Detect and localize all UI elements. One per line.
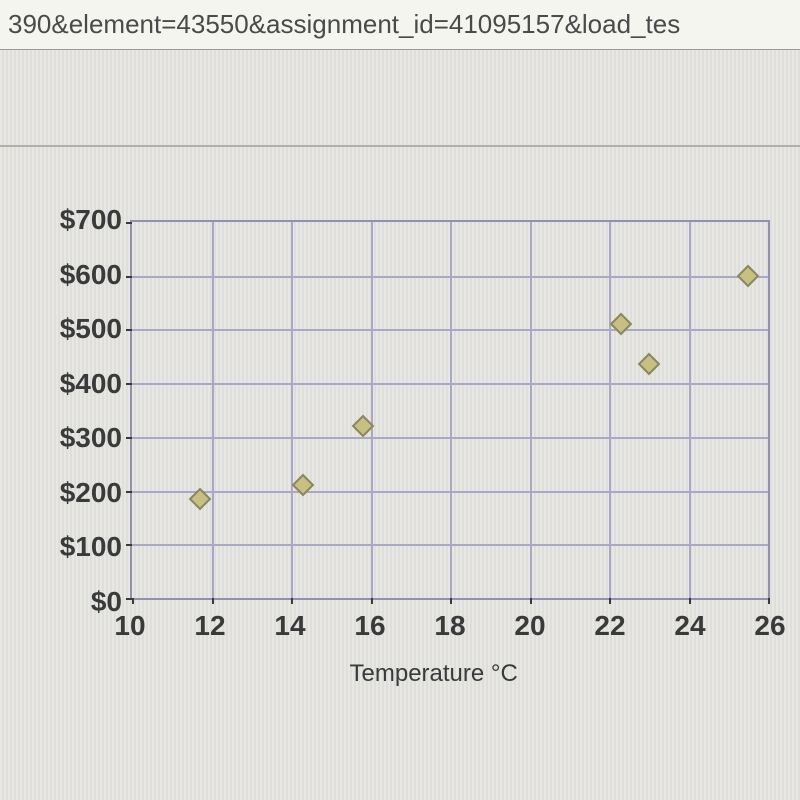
x-tick [450, 598, 452, 604]
x-tick [768, 598, 770, 604]
x-tick [530, 598, 532, 604]
y-tick-label: $600 [60, 259, 122, 291]
y-tick [126, 383, 132, 385]
data-marker [292, 474, 315, 497]
x-tick [609, 598, 611, 604]
y-tick-label: $500 [60, 313, 122, 345]
y-tick [126, 222, 132, 224]
y-tick [126, 276, 132, 278]
x-tick [689, 598, 691, 604]
y-axis-labels: $700 $600 $500 $400 $300 $200 $100 $0 [30, 220, 130, 650]
x-tick [132, 598, 134, 604]
x-tick [212, 598, 214, 604]
gridline-v [450, 222, 452, 598]
x-tick-label: 12 [194, 610, 225, 642]
scatter-chart: $700 $600 $500 $400 $300 $200 $100 $0 [30, 220, 770, 700]
y-tick [126, 544, 132, 546]
y-tick-label: $700 [60, 204, 122, 236]
gridline-v [689, 222, 691, 598]
y-tick [126, 437, 132, 439]
y-tick-label: $200 [60, 477, 122, 509]
x-tick-label: 14 [274, 610, 305, 642]
browser-address-bar[interactable]: 390&element=43550&assignment_id=41095157… [0, 0, 800, 50]
gridline-v [291, 222, 293, 598]
y-tick [126, 329, 132, 331]
data-marker [610, 313, 633, 336]
x-tick-label: 20 [514, 610, 545, 642]
x-tick-label: 16 [354, 610, 385, 642]
page-content: $700 $600 $500 $400 $300 $200 $100 $0 [0, 50, 800, 800]
y-tick-label: $300 [60, 422, 122, 454]
x-tick [291, 598, 293, 604]
url-text: 390&element=43550&assignment_id=41095157… [8, 9, 680, 40]
gridline-v [530, 222, 532, 598]
x-tick-label: 24 [674, 610, 705, 642]
plot-area [130, 220, 770, 600]
gridline-v [212, 222, 214, 598]
x-tick-label: 22 [594, 610, 625, 642]
gridline-v [609, 222, 611, 598]
x-tick-label: 10 [114, 610, 145, 642]
data-marker [737, 264, 760, 287]
x-axis-title: Temperature °C [350, 660, 518, 688]
y-tick [126, 491, 132, 493]
x-tick-label: 26 [754, 610, 785, 642]
horizontal-rule [0, 145, 800, 147]
x-tick [371, 598, 373, 604]
y-tick-label: $100 [60, 531, 122, 563]
x-tick-label: 18 [434, 610, 465, 642]
x-axis-labels: 10 12 14 16 18 20 22 24 26 [130, 610, 770, 650]
gridline-v [371, 222, 373, 598]
y-tick-label: $400 [60, 368, 122, 400]
data-marker [637, 353, 660, 376]
